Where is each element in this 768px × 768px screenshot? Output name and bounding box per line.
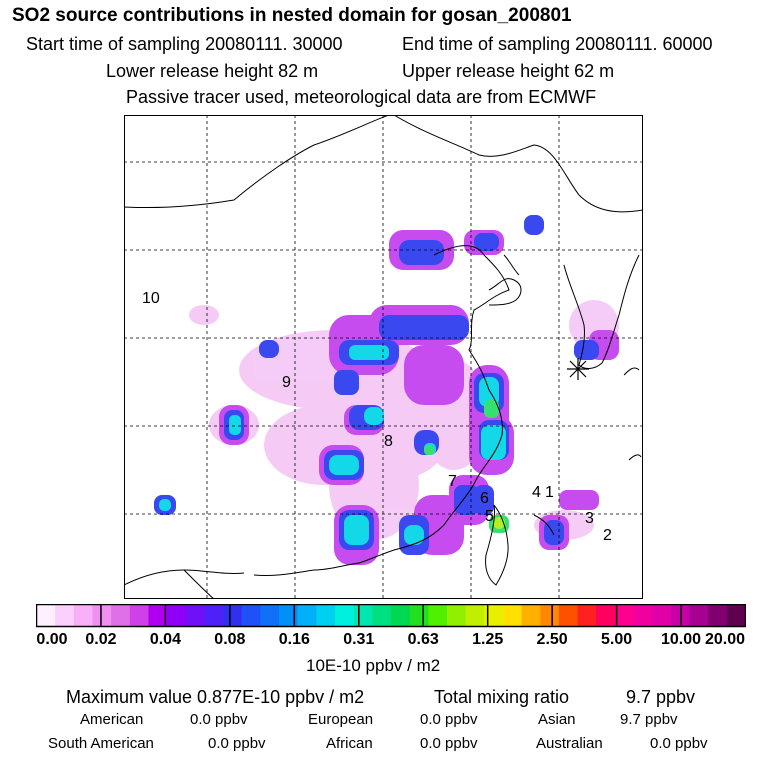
region-name-american: American	[80, 711, 144, 728]
colorbar-tick-label: 5.00	[601, 631, 633, 648]
maximum-value: Maximum value 0.877E-10 ppbv / m2	[66, 687, 365, 707]
region-value-european: 0.0 ppbv	[420, 711, 478, 728]
lower-height-label: Lower release height 82 m	[106, 61, 319, 81]
colorbar-cell	[185, 604, 205, 627]
colorbar-cell	[633, 604, 653, 627]
region-value-australian: 0.0 ppbv	[650, 735, 708, 752]
colorbar-cell	[335, 604, 355, 627]
region-label-5: 5	[485, 508, 494, 525]
region-label-9: 9	[282, 374, 291, 391]
colorbar-tick-label: 2.50	[536, 631, 568, 648]
region-label-3: 3	[585, 510, 594, 527]
colorbar-cell	[502, 604, 523, 627]
region-name-south-american: South American	[48, 735, 154, 752]
colorbar-cell	[577, 604, 597, 627]
colorbar-tick-label: 0.31	[343, 631, 375, 648]
end-time-label: End time of sampling 20080111. 60000	[402, 34, 713, 54]
colorbar-cell	[92, 604, 112, 627]
colorbar-tick-label: 0.08	[214, 631, 246, 648]
colorbar-cell	[279, 604, 299, 627]
colorbar-tick-label: 0.04	[149, 631, 181, 648]
colorbar-cell	[540, 604, 560, 627]
region-value-south-american: 0.0 ppbv	[208, 735, 266, 752]
colorbar-cell	[204, 604, 224, 627]
colorbar-cell	[55, 604, 75, 627]
colorbar-cell	[409, 604, 429, 627]
concentration-field	[154, 215, 619, 565]
lat-lon-grid	[124, 115, 643, 599]
colorbar-cell	[708, 604, 728, 627]
region-name-european: European	[308, 711, 374, 728]
colorbar-cell	[297, 604, 317, 627]
colorbar-cell	[167, 604, 187, 627]
region-label-4: 4	[532, 484, 541, 501]
colorbar-cell	[652, 604, 672, 627]
colorbar-tick-label: 10.00	[661, 631, 702, 648]
colorbar	[36, 604, 746, 628]
colorbar-tick-label: 20.00	[704, 631, 746, 648]
colorbar-cell	[446, 604, 467, 627]
colorbar-cell	[223, 604, 243, 627]
plot-title: SO2 source contributions in nested domai…	[12, 5, 572, 26]
colorbar-cell	[148, 604, 168, 627]
region-label-7: 7	[448, 473, 457, 490]
colorbar-cell	[260, 604, 280, 627]
region-label-10: 10	[142, 290, 160, 307]
region-name-african: African	[326, 735, 373, 752]
colorbar-cell	[726, 604, 746, 627]
coastlines	[124, 115, 643, 599]
colorbar-cell	[73, 604, 93, 627]
total-mixing-value: 9.7 ppbv	[626, 687, 696, 707]
colorbar-unit: 10E-10 ppbv / m2	[306, 656, 441, 675]
total-mixing-label: Total mixing ratio	[434, 687, 570, 707]
region-label-2: 2	[603, 527, 612, 544]
region-label-8: 8	[384, 433, 393, 450]
colorbar-tick-label: 0.16	[278, 631, 310, 648]
colorbar-tick-label: 0.02	[85, 631, 117, 648]
colorbar-cell	[353, 604, 373, 627]
tracer-note: Passive tracer used, meteorological data…	[126, 87, 597, 107]
colorbar-cell	[111, 604, 131, 627]
colorbar-cell	[558, 604, 578, 627]
colorbar-cell	[36, 604, 56, 627]
region-label-1: 1	[545, 484, 554, 501]
colorbar-tick-label: 0.00	[36, 631, 68, 648]
colorbar-cell	[428, 604, 448, 627]
colorbar-cell	[596, 604, 616, 627]
colorbar-cell	[316, 604, 336, 627]
region-name-australian: Australian	[536, 735, 603, 752]
colorbar-cell	[372, 604, 392, 627]
colorbar-cell	[129, 604, 149, 627]
colorbar-cell	[391, 604, 411, 627]
start-time-label: Start time of sampling 20080111. 30000	[26, 34, 343, 54]
colorbar-tick-label: 1.25	[472, 631, 504, 648]
region-value-asian: 9.7 ppbv	[620, 711, 678, 728]
colorbar-cell	[614, 604, 634, 627]
region-label-6: 6	[480, 490, 489, 507]
concentration-map: 10 9 8 7 6 5 4 1 3 2	[124, 115, 643, 599]
upper-height-label: Upper release height 62 m	[402, 61, 615, 81]
region-value-american: 0.0 ppbv	[190, 711, 248, 728]
colorbar-tick-label: 0.63	[407, 631, 439, 648]
region-name-asian: Asian	[538, 711, 576, 728]
region-value-african: 0.0 ppbv	[420, 735, 478, 752]
colorbar-cell	[689, 604, 709, 627]
colorbar-cell	[465, 604, 485, 627]
colorbar-cell	[241, 604, 261, 627]
colorbar-cell	[521, 604, 541, 627]
star-icon	[567, 358, 589, 380]
colorbar-cell	[484, 604, 504, 627]
